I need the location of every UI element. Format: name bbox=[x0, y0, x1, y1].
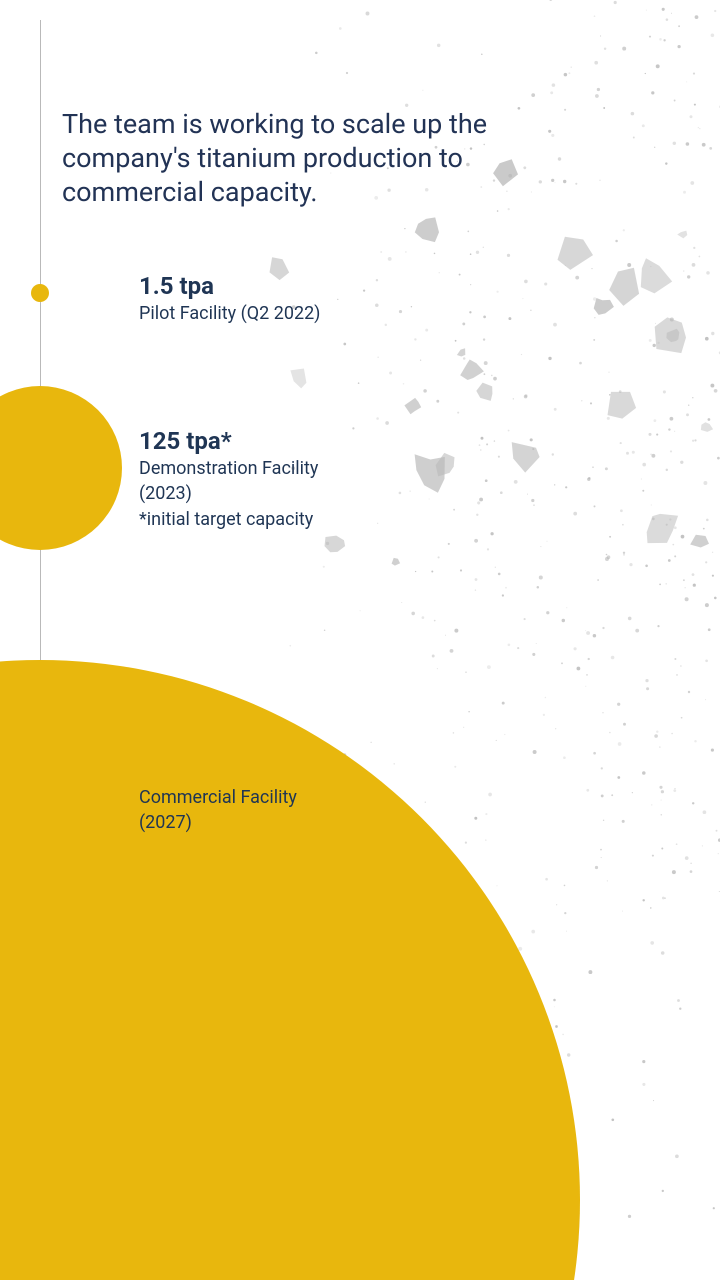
stage-sub-commercial-0: Commercial Facility bbox=[139, 786, 297, 809]
stage-sub-demonstration-1: (2023) bbox=[139, 482, 318, 505]
headline-text: The team is working to scale up the comp… bbox=[62, 108, 542, 209]
stage-circle-commercial bbox=[0, 660, 580, 1280]
stage-label-demonstration: 125 tpa* Demonstration Facility (2023) *… bbox=[139, 427, 318, 531]
stage-label-pilot: 1.5 tpa Pilot Facility (Q2 2022) bbox=[139, 272, 320, 325]
stage-sub-pilot-0: Pilot Facility (Q2 2022) bbox=[139, 302, 320, 325]
stage-sub-demonstration-0: Demonstration Facility bbox=[139, 457, 318, 480]
stage-label-commercial: Commercial Facility (2027) bbox=[139, 784, 297, 835]
stage-circle-pilot bbox=[31, 284, 49, 302]
stage-sub-commercial-1: (2027) bbox=[139, 811, 297, 834]
stage-value-pilot: 1.5 tpa bbox=[139, 272, 320, 300]
stage-sub-demonstration-2: *initial target capacity bbox=[139, 508, 318, 531]
stage-circle-demonstration bbox=[0, 386, 122, 550]
stage-value-demonstration: 125 tpa* bbox=[139, 427, 318, 455]
infographic-root: The team is working to scale up the comp… bbox=[0, 0, 720, 1280]
